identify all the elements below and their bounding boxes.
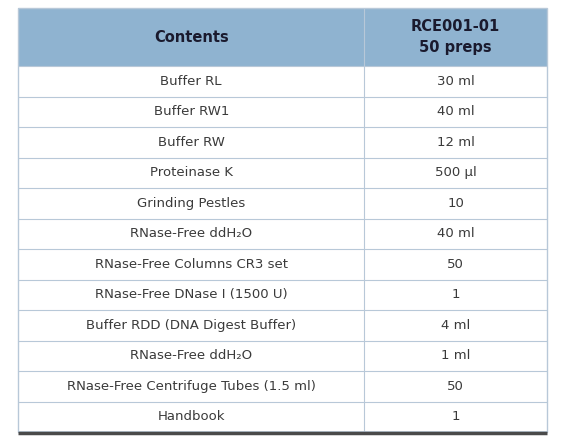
Text: 4 ml: 4 ml: [441, 319, 471, 332]
Text: Buffer RW: Buffer RW: [158, 136, 225, 149]
Bar: [18, 8, 547, 66]
Bar: [18, 219, 547, 249]
Text: Grinding Pestles: Grinding Pestles: [137, 197, 245, 210]
Text: 1 ml: 1 ml: [441, 349, 471, 362]
Text: 30 ml: 30 ml: [437, 75, 475, 88]
Bar: [18, 158, 547, 188]
Bar: [18, 310, 547, 341]
Bar: [18, 341, 547, 371]
Text: Buffer RW1: Buffer RW1: [154, 105, 229, 118]
Bar: [18, 127, 547, 158]
Bar: [18, 279, 547, 310]
Text: RNase-Free ddH₂O: RNase-Free ddH₂O: [130, 349, 253, 362]
Text: 50: 50: [447, 380, 464, 393]
Text: 1: 1: [451, 288, 460, 301]
Text: 12 ml: 12 ml: [437, 136, 475, 149]
Text: 40 ml: 40 ml: [437, 227, 475, 240]
Text: RNase-Free Centrifuge Tubes (1.5 ml): RNase-Free Centrifuge Tubes (1.5 ml): [67, 380, 316, 393]
Text: RNase-Free DNase I (1500 U): RNase-Free DNase I (1500 U): [95, 288, 288, 301]
Text: RNase-Free Columns CR3 set: RNase-Free Columns CR3 set: [95, 258, 288, 271]
Bar: [18, 371, 547, 401]
Text: 10: 10: [447, 197, 464, 210]
Bar: [18, 188, 547, 219]
Text: Proteinase K: Proteinase K: [150, 166, 233, 179]
Bar: [18, 96, 547, 127]
Bar: [18, 249, 547, 279]
Text: 1: 1: [451, 410, 460, 423]
Text: Buffer RDD (DNA Digest Buffer): Buffer RDD (DNA Digest Buffer): [86, 319, 296, 332]
Text: RCE001-01
50 preps: RCE001-01 50 preps: [411, 19, 501, 55]
Text: Handbook: Handbook: [158, 410, 225, 423]
Text: Buffer RL: Buffer RL: [160, 75, 222, 88]
Bar: [18, 401, 547, 432]
Text: RNase-Free ddH₂O: RNase-Free ddH₂O: [130, 227, 253, 240]
Text: 40 ml: 40 ml: [437, 105, 475, 118]
Text: 50: 50: [447, 258, 464, 271]
Text: Contents: Contents: [154, 29, 229, 44]
Bar: [18, 66, 547, 96]
Text: 500 μl: 500 μl: [435, 166, 477, 179]
